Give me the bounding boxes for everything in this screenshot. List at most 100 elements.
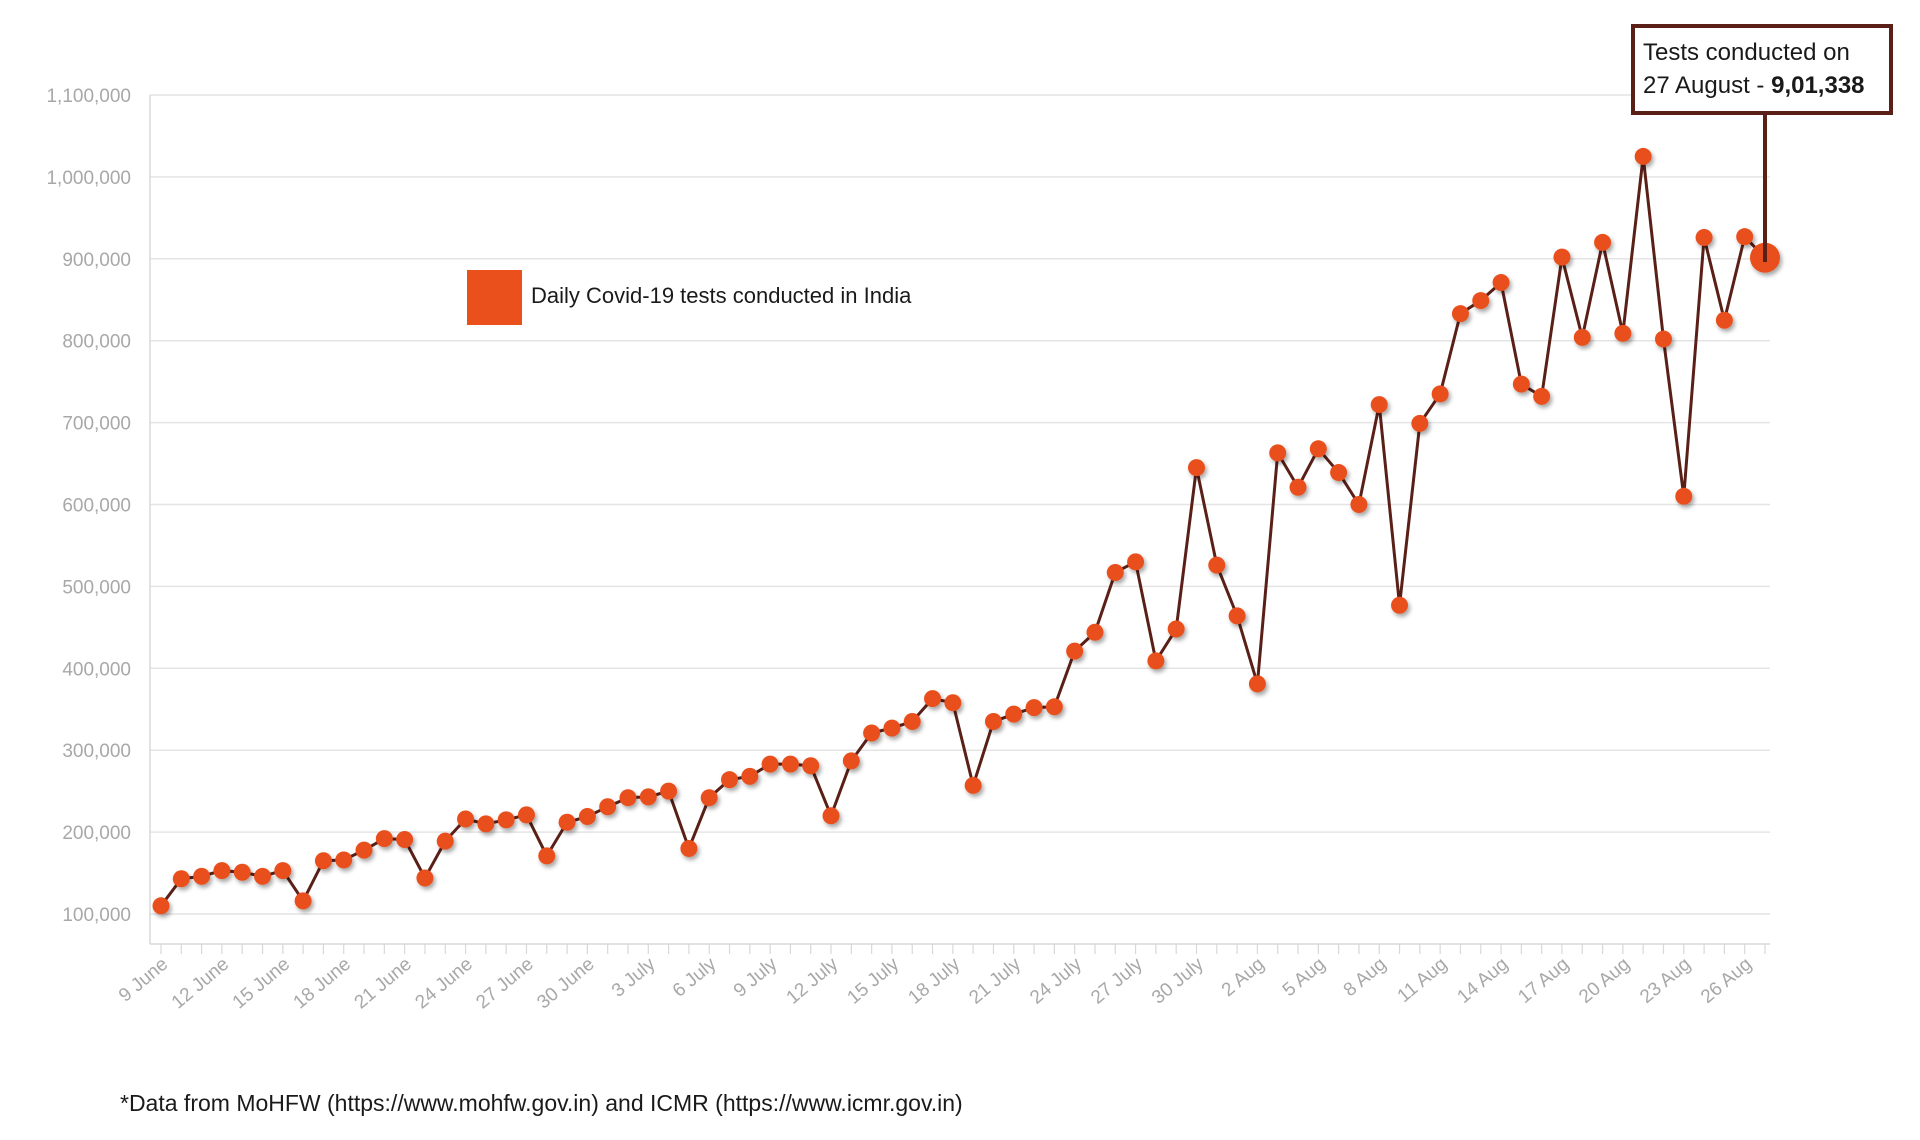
x-tick-label: 12 June xyxy=(168,954,233,1014)
data-point xyxy=(1695,229,1713,247)
data-point xyxy=(152,897,170,915)
data-point xyxy=(639,788,657,806)
data-point xyxy=(1614,324,1632,342)
x-tick-label: 30 July xyxy=(1148,953,1208,1008)
y-tick-label: 400,000 xyxy=(62,659,131,680)
x-tick-label: 21 July xyxy=(965,953,1025,1008)
data-point xyxy=(578,808,596,826)
data-point xyxy=(903,713,921,731)
data-point xyxy=(274,862,292,880)
data-point xyxy=(1472,292,1490,310)
x-tick-label: 24 June xyxy=(411,954,476,1014)
data-point xyxy=(1675,487,1693,505)
data-point xyxy=(1086,623,1104,641)
data-point xyxy=(1411,414,1429,432)
x-tick-label: 11 Aug xyxy=(1394,954,1452,1007)
annotation-date: 27 August - xyxy=(1643,72,1771,99)
data-point xyxy=(660,782,678,800)
y-tick-label: 100,000 xyxy=(62,905,131,926)
y-tick-label: 1,100,000 xyxy=(46,86,131,107)
x-tick-label: 6 July xyxy=(669,953,721,1001)
data-point xyxy=(619,789,637,807)
x-tick-label: 9 July xyxy=(730,953,782,1001)
data-point xyxy=(721,771,739,789)
data-point xyxy=(1066,642,1084,660)
data-point xyxy=(457,810,475,828)
y-tick-label: 1,000,000 xyxy=(46,168,131,189)
x-tick-label: 9 June xyxy=(115,954,172,1007)
data-point xyxy=(1553,248,1571,266)
data-point xyxy=(1350,496,1368,513)
data-point xyxy=(1594,233,1612,251)
x-tick-label: 26 Aug xyxy=(1697,954,1756,1008)
data-point xyxy=(741,767,759,785)
data-point xyxy=(1309,440,1327,458)
data-point xyxy=(1187,459,1205,477)
data-point xyxy=(436,832,454,850)
data-point xyxy=(964,776,982,794)
data-point xyxy=(984,713,1002,731)
data-point xyxy=(1289,478,1307,496)
data-point xyxy=(1573,328,1591,346)
data-point xyxy=(822,807,840,825)
x-tick-label: 3 July xyxy=(608,953,660,1001)
data-point xyxy=(1127,553,1145,571)
data-point xyxy=(396,830,414,848)
data-point xyxy=(1228,607,1246,625)
data-point xyxy=(1370,396,1388,414)
annotation-line-1: Tests conducted on xyxy=(1643,39,1850,66)
data-point xyxy=(355,841,373,859)
data-point xyxy=(1330,464,1348,482)
x-tick-label: 27 July xyxy=(1087,953,1147,1008)
y-tick-label: 200,000 xyxy=(62,823,131,844)
data-point xyxy=(1736,228,1754,246)
data-point xyxy=(538,847,556,865)
x-tick-label: 30 June xyxy=(533,954,598,1014)
y-tick-label: 900,000 xyxy=(62,250,131,271)
x-tick-label: 15 July xyxy=(844,953,904,1008)
annotation-callout: Tests conducted on 27 August - 9,01,338 xyxy=(1631,24,1893,262)
data-point xyxy=(558,813,576,831)
data-point xyxy=(1005,705,1023,723)
data-point xyxy=(294,892,312,910)
data-point xyxy=(254,867,272,885)
data-point xyxy=(233,863,251,881)
data-point xyxy=(172,870,190,888)
data-point xyxy=(477,815,495,833)
annotation-value: 9,01,338 xyxy=(1771,72,1864,99)
data-point xyxy=(1248,675,1266,693)
x-tick-label: 8 Aug xyxy=(1340,954,1391,1001)
data-point xyxy=(781,755,799,773)
x-tick-label: 24 July xyxy=(1026,953,1086,1008)
y-tick-label: 700,000 xyxy=(62,414,131,435)
x-tick-label: 15 June xyxy=(229,954,294,1014)
data-point xyxy=(944,694,962,712)
data-point xyxy=(1634,147,1652,165)
legend-label: Daily Covid-19 tests conducted in India xyxy=(531,283,912,308)
data-point xyxy=(416,869,434,887)
data-point xyxy=(1533,387,1551,405)
data-point xyxy=(680,839,698,857)
data-point xyxy=(842,752,860,770)
data-point xyxy=(1715,311,1733,329)
data-point xyxy=(802,757,820,775)
data-point xyxy=(517,806,535,824)
x-tick-label: 23 Aug xyxy=(1636,954,1695,1008)
data-point xyxy=(1391,596,1409,614)
data-point xyxy=(883,719,901,737)
x-tick-label: 12 July xyxy=(783,953,843,1008)
data-point xyxy=(1654,330,1672,348)
data-point xyxy=(497,811,515,829)
series-daily-tests xyxy=(152,147,1780,915)
x-tick-label: 5 Aug xyxy=(1279,954,1330,1001)
series-line xyxy=(159,154,1767,907)
annotation-box xyxy=(1631,24,1893,115)
data-point xyxy=(599,798,617,816)
x-tick-label: 18 July xyxy=(904,953,964,1008)
data-point xyxy=(1431,385,1449,403)
x-tick-label: 2 Aug xyxy=(1218,954,1269,1001)
data-point xyxy=(863,724,881,742)
x-tick-label: 18 June xyxy=(290,954,355,1014)
